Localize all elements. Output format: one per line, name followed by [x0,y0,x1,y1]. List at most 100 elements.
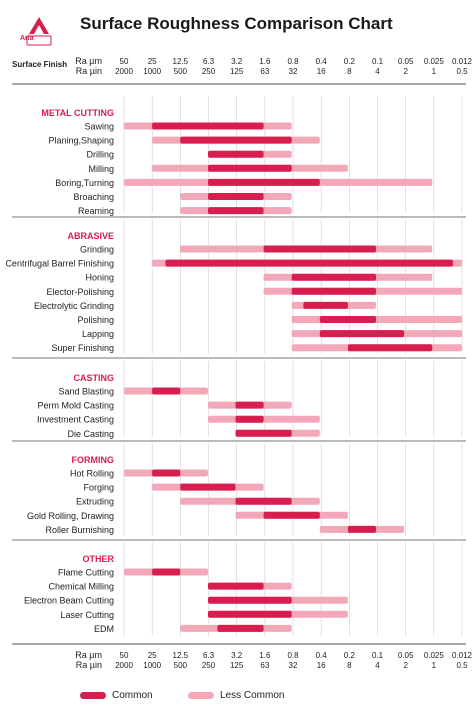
less-common-bar [291,316,462,323]
common-bar [180,136,292,144]
top-axis-ra-um-tick: 25 [148,57,157,66]
bottom-axis-ra-um-tick: 0.1 [372,651,384,660]
common-bar [208,193,264,200]
common-bar [291,287,377,295]
brand-logo [26,14,52,46]
common-bar [208,178,320,186]
process-label: Laser Cutting [60,610,114,620]
process-label: Sawing [84,122,114,132]
common-bar [217,624,264,632]
top-axis-ra-uin-tick: 8 [347,67,352,76]
common-bar [152,469,181,477]
top-axis-ra-uin-tick: 125 [230,67,244,76]
common-bar [263,245,377,253]
process-label: Honing [85,273,114,283]
bottom-axis-ra-uin-label: Ra µin [76,660,102,670]
process-label: Centrifugal Barrel Finishing [5,259,114,269]
top-axis-ra-um-tick: 0.2 [344,57,356,66]
bottom-axis-ra-uin-tick: 1000 [143,661,161,670]
bottom-axis-ra-uin-tick: 125 [230,661,244,670]
common-bar [152,568,181,576]
top-axis-ra-uin-tick: 1000 [143,67,161,76]
common-bar [263,511,320,519]
process-label: Gold Rolling, Drawing [27,511,114,521]
logo-wordmark: Aria [20,35,34,42]
top-axis-ra-um-tick: 3.2 [231,57,243,66]
process-label: Die Casting [67,429,114,439]
bottom-axis-ra-um-tick: 0.4 [316,651,328,660]
process-label: Broaching [73,192,114,202]
common-bar [235,415,264,423]
legend-common-label: Common [112,690,153,701]
bottom-axis-ra-um-tick: 6.3 [203,651,215,660]
top-axis-ra-um-tick: 6.3 [203,57,215,66]
process-label: Milling [88,164,114,174]
legend-less-common-label: Less Common [220,690,285,701]
top-axis-ra-uin-tick: 63 [260,67,269,76]
legend-common-swatch [80,692,106,699]
section-title: METAL CUTTING [41,108,114,118]
section-title: FORMING [72,455,115,465]
common-bar [319,330,405,338]
top-axis-ra-uin-tick: 500 [174,67,188,76]
bottom-axis-ra-um-tick: 0.025 [424,651,445,660]
common-bar [165,259,453,267]
process-label: Lapping [82,329,114,339]
process-label: Electrolytic Grinding [34,301,114,311]
bottom-axis-ra-uin-tick: 63 [260,661,269,670]
legend-less-common-swatch [188,692,214,699]
process-label: Super Finishing [51,343,114,353]
common-bar [291,273,377,281]
bottom-axis-ra-uin-tick: 4 [375,661,380,670]
top-axis-ra-um-tick: 0.8 [287,57,299,66]
bottom-axis-ra-uin-tick: 250 [202,661,216,670]
process-label: Polishing [77,315,114,325]
section-title: ABRASIVE [67,231,114,241]
top-axis-ra-um-tick: 0.05 [398,57,414,66]
process-label: Electron Beam Cutting [24,596,114,606]
section-title: OTHER [83,554,115,564]
common-bar [208,207,264,215]
top-axis-ra-um-tick: 1.6 [259,57,271,66]
bottom-axis-ra-uin-tick: 32 [289,661,298,670]
chart-title: Surface Roughness Comparison Chart [80,14,393,33]
bottom-axis-ra-um-tick: 12.5 [173,651,189,660]
bottom-axis-ra-um-tick: 0.05 [398,651,414,660]
top-axis-ra-uin-tick: 250 [202,67,216,76]
top-axis-ra-um-tick: 0.1 [372,57,384,66]
top-axis-ra-uin-label: Ra µin [76,66,102,76]
bottom-axis-ra-um-tick: 25 [148,651,157,660]
section-title: CASTING [74,373,115,383]
bottom-axis-ra-um-tick: 3.2 [231,651,243,660]
top-axis-ra-um-tick: 0.012 [452,57,473,66]
bottom-axis-ra-uin-tick: 1 [432,661,437,670]
process-label: Roller Burnishing [45,525,114,535]
common-bar [208,150,264,158]
process-label: Planing,Shaping [48,136,114,146]
top-axis-ra-um-tick: 12.5 [173,57,189,66]
common-bar [152,122,264,130]
process-label: Hot Rolling [70,469,114,479]
common-bar [347,525,377,533]
bottom-axis-ra-um-tick: 0.8 [287,651,299,660]
process-label: Investment Casting [37,415,114,425]
top-axis-ra-uin-tick: 16 [317,67,326,76]
top-axis-ra-uin-tick: 2000 [115,67,133,76]
bottom-axis-ra-uin-tick: 0.5 [456,661,468,670]
process-label: Boring,Turning [55,178,114,188]
bottom-axis-ra-um-tick: 0.2 [344,651,356,660]
common-bar [208,610,292,618]
common-bar [208,596,292,604]
process-label: Reaming [78,206,114,216]
top-axis-ra-um-tick: 0.025 [424,57,445,66]
legend-common: Common [80,690,153,701]
process-label: Forging [83,483,114,493]
top-axis-ra-uin-tick: 4 [375,67,380,76]
bottom-axis-ra-uin-tick: 2000 [115,661,133,670]
bottom-axis-ra-uin-tick: 16 [317,661,326,670]
common-bar [235,497,292,505]
bottom-axis-ra-um-tick: 1.6 [259,651,271,660]
legend-less-common: Less Common [188,690,284,701]
top-axis-ra-uin-tick: 2 [403,67,408,76]
